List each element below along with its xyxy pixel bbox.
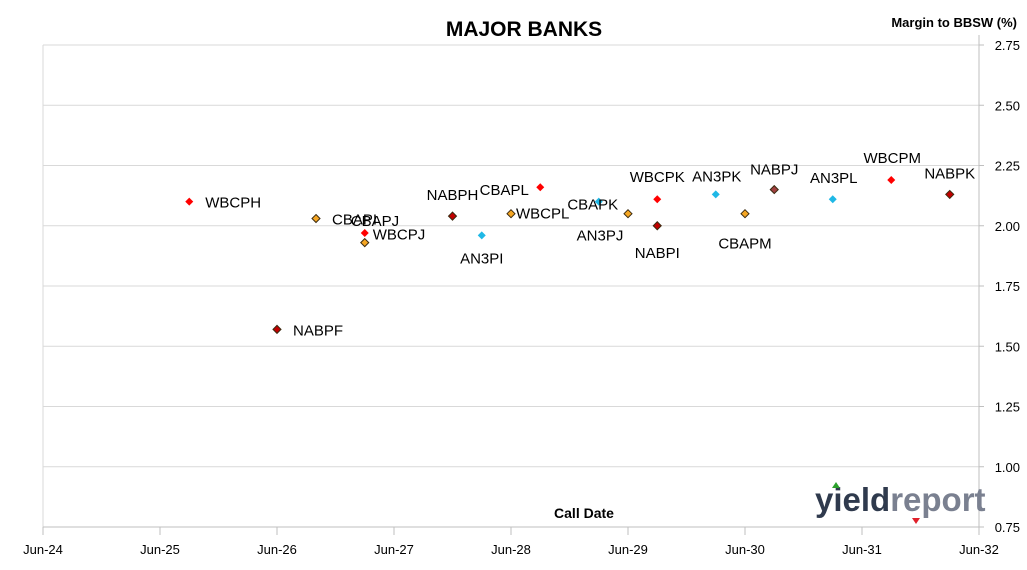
data-point-wbcph — [185, 197, 194, 206]
point-label-nabph: NABPH — [427, 187, 479, 204]
y-tick-label: 2.75 — [995, 38, 1020, 53]
axes — [42, 35, 980, 528]
y-tick-label: 2.50 — [995, 98, 1020, 113]
y-tick-label: 1.00 — [995, 460, 1020, 475]
point-label-wbcph: WBCPH — [205, 195, 261, 212]
logo-down-arrow-icon — [912, 518, 920, 524]
yieldreport-logo: yieldreport — [815, 481, 986, 524]
data-point-cbapm — [740, 208, 750, 219]
y-axis-title: Margin to BBSW (%) — [891, 15, 1017, 30]
point-label-an3pl: AN3PL — [810, 170, 858, 187]
chart-title: MAJOR BANKS — [446, 18, 602, 41]
data-point-cbapk — [594, 197, 603, 206]
data-point-wbcpl — [506, 208, 516, 219]
x-tick-label: Jun-27 — [374, 542, 414, 557]
x-tick-label: Jun-28 — [491, 542, 531, 557]
point-label-wbcpl: WBCPL — [516, 206, 569, 223]
x-axis-title: Call Date — [554, 505, 614, 521]
data-point-nabpi — [652, 221, 662, 231]
x-tick-labels: Jun-24 Jun-25 Jun-26 Jun-27 Jun-28 Jun-29 Jun-… — [23, 542, 999, 557]
point-label-an3pi: AN3PI — [460, 250, 503, 267]
logo-up-arrow-icon — [832, 482, 840, 488]
y-tick-label: 1.50 — [995, 339, 1020, 354]
grid-lines — [42, 44, 984, 535]
data-point-an3pi — [477, 231, 486, 240]
x-tick-label: Jun-26 — [257, 542, 297, 557]
point-label-cbapk: CBAPK — [567, 197, 618, 214]
point-label-wbcpj: WBCPJ — [373, 227, 426, 244]
point-label-cbapm: CBAPM — [718, 236, 771, 253]
data-point-cbapl — [536, 183, 545, 192]
point-label-cbapi: CBAPI — [332, 212, 377, 229]
x-tick-label: Jun-30 — [725, 542, 765, 557]
y-tick-label: 2.25 — [995, 159, 1020, 174]
y-tick-label: 2.00 — [995, 219, 1020, 234]
y-tick-label: 0.75 — [995, 520, 1020, 535]
data-point-wbcpm — [887, 175, 896, 184]
logo-yield: yield — [815, 481, 890, 518]
point-label-cbapj: CBAPJ — [351, 213, 399, 230]
point-label-wbcpk: WBCPK — [630, 169, 685, 186]
point-label-cbapl: CBAPL — [480, 182, 529, 199]
point-label-nabpk: NABPK — [924, 165, 975, 182]
logo-text-yield: yieldreport — [815, 481, 986, 518]
data-point-cbapi — [311, 213, 321, 224]
data-point-an3pk — [711, 190, 720, 199]
point-label-nabpi: NABPI — [635, 245, 680, 262]
y-tick-label: 1.75 — [995, 279, 1020, 294]
data-points — [185, 175, 955, 335]
data-point-wbcpk — [653, 195, 662, 204]
x-tick-label: Jun-31 — [842, 542, 882, 557]
point-label-an3pk: AN3PK — [692, 168, 741, 185]
point-label-nabpf: NABPF — [293, 322, 343, 339]
data-point-an3pj — [623, 208, 633, 219]
point-label-an3pj: AN3PJ — [577, 228, 624, 245]
data-point-nabpf — [272, 324, 282, 335]
logo-report: report — [890, 481, 985, 518]
point-label-wbcpm: WBCPM — [864, 150, 922, 167]
point-label-nabpj: NABPJ — [750, 162, 798, 179]
data-point-nabpj — [769, 184, 779, 195]
data-point-nabpk — [945, 189, 955, 200]
data-point-cbapj — [360, 228, 369, 237]
data-point-an3pl — [828, 195, 837, 204]
data-point-nabph — [447, 211, 458, 221]
y-tick-label: 1.25 — [995, 400, 1020, 415]
data-point-wbcpj — [360, 237, 370, 248]
x-tick-label: Jun-24 — [23, 542, 63, 557]
y-tick-labels: 0.75 1.00 1.25 1.50 1.75 2.00 2.25 2.50 2.75 — [995, 38, 1020, 535]
x-tick-label: Jun-29 — [608, 542, 648, 557]
x-tick-label: Jun-25 — [140, 542, 180, 557]
x-tick-label: Jun-32 — [959, 542, 999, 557]
